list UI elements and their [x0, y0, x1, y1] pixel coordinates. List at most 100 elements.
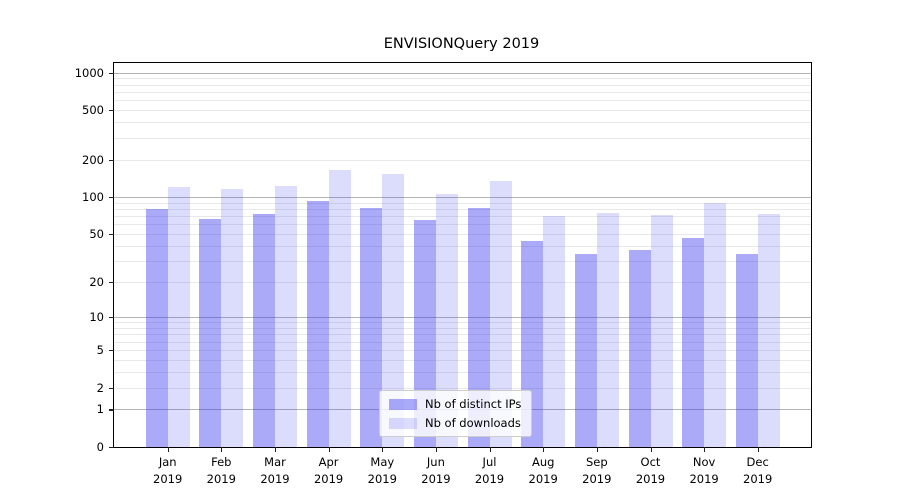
- y-tick-20: [109, 282, 114, 284]
- bar-distinct-ips-nov: [682, 238, 705, 447]
- minor-gridline-5: [114, 349, 811, 351]
- minor-gridline-70: [114, 216, 811, 217]
- x-tick-label-feb: Feb 2019: [206, 455, 236, 486]
- bar-distinct-ips-oct: [628, 249, 651, 447]
- minor-gridline-40: [114, 245, 811, 247]
- y-tick-label-100: 100: [82, 189, 104, 204]
- minor-gridline-6: [114, 341, 811, 343]
- bar-distinct-ips-mar: [253, 213, 275, 447]
- minor-gridline-7: [114, 334, 811, 336]
- minor-gridline-60: [114, 224, 811, 226]
- x-tick-sep: [596, 447, 598, 452]
- y-tick-label-1000: 1000: [74, 65, 104, 80]
- bar-distinct-ips-apr: [306, 201, 329, 447]
- x-tick-label-jun: Jun 2019: [421, 455, 451, 486]
- bar-downloads-apr: [328, 170, 351, 447]
- minor-gridline-900: [114, 78, 811, 80]
- minor-gridline-200: [114, 159, 811, 161]
- x-tick-oct: [650, 447, 652, 452]
- x-tick-label-mar: Mar 2019: [260, 455, 290, 486]
- minor-gridline-700: [114, 91, 811, 93]
- minor-gridline-500: [114, 110, 811, 112]
- x-tick-label-jul: Jul 2019: [474, 455, 505, 486]
- minor-gridline-400: [114, 122, 811, 124]
- x-tick-label-nov: Nov 2019: [689, 455, 719, 486]
- bar-downloads-jan: [167, 186, 190, 447]
- y-tick-label-20: 20: [89, 275, 104, 289]
- bar-downloads-oct: [650, 214, 673, 447]
- major-gridline-10: [114, 317, 811, 318]
- legend-row-distinct-ips: Nb of distinct IPs: [389, 397, 521, 411]
- minor-gridline-800: [114, 84, 811, 86]
- bar-downloads-feb: [221, 189, 244, 447]
- bar-downloads-jul: [489, 180, 512, 447]
- minor-gridline-9: [114, 322, 811, 324]
- x-tick-label-aug: Aug 2019: [528, 455, 558, 486]
- chart-title: ENVISIONQuery 2019: [383, 36, 540, 52]
- bar-downloads-mar: [275, 185, 297, 447]
- minor-gridline-90: [114, 202, 811, 204]
- plot-area: Nb of distinct IPs Nb of downloads 1000 5…: [75, 62, 812, 486]
- y-tick-label-2: 2: [96, 380, 104, 395]
- x-tick-aug: [543, 447, 545, 452]
- legend-swatch-distinct-ips: [389, 398, 417, 410]
- legend-swatch-downloads: [389, 417, 417, 429]
- legend-label-distinct-ips: Nb of distinct IPs: [425, 397, 522, 411]
- minor-gridline-4: [114, 359, 811, 361]
- y-tick-200: [109, 159, 114, 161]
- x-tick-mar: [275, 447, 277, 452]
- bar-distinct-ips-jul: [467, 208, 490, 447]
- minor-gridline-600: [114, 100, 811, 102]
- y-tick-500: [109, 110, 114, 112]
- x-tick-label-sep: Sep 2019: [582, 455, 612, 486]
- x-tick-jun: [435, 447, 438, 452]
- y-tick-1: [109, 409, 114, 411]
- major-gridline-1000: [114, 72, 811, 74]
- y-tick-label-200: 200: [82, 152, 104, 167]
- bar-downloads-dec: [757, 213, 780, 447]
- y-tick-label-500: 500: [82, 103, 104, 118]
- x-tick-label-dec: Dec 2019: [743, 455, 773, 486]
- y-tick-100: [109, 196, 114, 199]
- x-tick-label-oct: Oct 2019: [635, 455, 666, 486]
- x-tick-may: [382, 447, 384, 452]
- y-tick-1000: [109, 72, 114, 74]
- minor-gridline-3: [114, 371, 811, 373]
- x-tick-dec: [757, 447, 759, 452]
- y-tick-2: [109, 387, 114, 389]
- y-tick-label-50: 50: [89, 226, 104, 241]
- y-tick-50: [109, 233, 114, 236]
- legend-row-downloads: Nb of downloads: [389, 416, 521, 430]
- legend: Nb of distinct IPs Nb of downloads: [379, 390, 533, 437]
- x-tick-jul: [489, 447, 491, 452]
- x-tick-nov: [704, 447, 706, 452]
- bar-distinct-ips-jan: [145, 208, 168, 447]
- bar-downloads-aug: [543, 216, 566, 447]
- minor-gridline-80: [114, 208, 811, 210]
- bar-distinct-ips-dec: [735, 254, 758, 447]
- minor-gridline-300: [114, 137, 811, 139]
- bar-downloads-nov: [704, 202, 727, 447]
- y-tick-10: [109, 317, 114, 319]
- x-tick-feb: [221, 447, 223, 452]
- y-tick-0: [109, 447, 114, 449]
- y-tick-label-1: 1: [96, 402, 104, 417]
- x-tick-jan: [167, 447, 169, 452]
- minor-gridline-30: [114, 260, 811, 262]
- bar-downloads-jun: [435, 193, 458, 447]
- major-gridline-100: [114, 196, 811, 198]
- legend-label-downloads: Nb of downloads: [425, 416, 521, 430]
- bar-distinct-ips-feb: [199, 219, 222, 447]
- bar-downloads-may: [382, 173, 405, 447]
- x-tick-label-jan: Jan 2019: [153, 455, 183, 486]
- minor-gridline-8: [114, 327, 811, 329]
- bar-distinct-ips-may: [360, 207, 383, 447]
- minor-gridline-2: [114, 387, 811, 389]
- x-tick-label-apr: Apr 2019: [313, 455, 344, 486]
- x-tick-apr: [328, 447, 330, 452]
- bar-downloads-sep: [596, 213, 619, 447]
- y-tick-label-10: 10: [89, 310, 104, 324]
- y-tick-5: [109, 349, 114, 352]
- bar-distinct-ips-sep: [574, 254, 597, 447]
- minor-gridline-20: [114, 282, 811, 283]
